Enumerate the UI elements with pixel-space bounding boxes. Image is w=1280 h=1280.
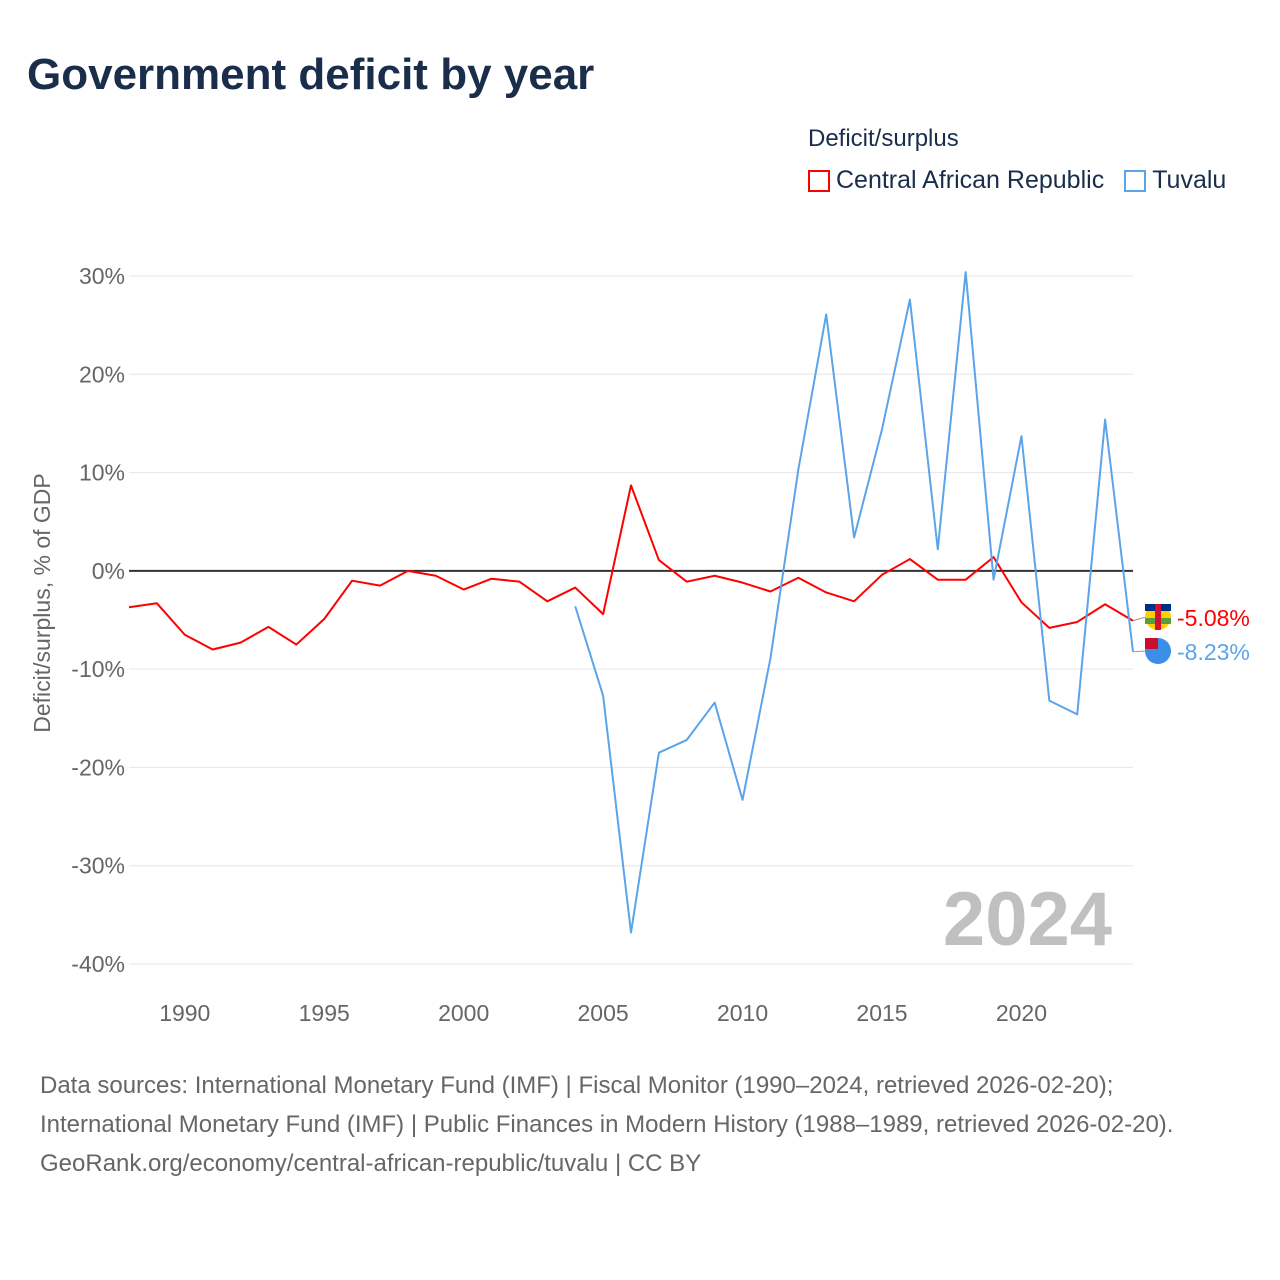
year-annotation: 2024 [943,877,1112,962]
end-value-label: -8.23% [1177,639,1250,665]
flag-canton [1145,638,1158,649]
legend: Central African Republic Tuvalu [808,166,1226,195]
data-sources: Data sources: International Monetary Fun… [40,1072,1174,1138]
footer: Data sources: International Monetary Fun… [40,1066,1240,1183]
y-tick-label: 20% [79,361,125,387]
x-tick-label: 2020 [996,1000,1047,1026]
end-value-label: -5.08% [1177,605,1250,631]
series-line-0 [128,484,1134,651]
y-tick-label: -20% [71,754,125,780]
legend-swatch-tuvalu [1124,169,1147,192]
y-tick-label: 0% [92,558,125,584]
end-label-connector [1132,650,1147,653]
chart-title: Government deficit by year [27,50,595,99]
legend-title: Deficit/surplus [808,125,959,152]
end-label-connector [1132,616,1147,622]
x-tick-label: 2005 [578,1000,629,1026]
flag-stripe [1155,604,1161,630]
x-tick-label: 2010 [717,1000,768,1026]
y-tick-label: 10% [79,460,125,486]
series-line-1 [574,271,1134,934]
legend-item-car[interactable]: Central African Republic [808,166,1104,195]
x-tick-label: 1995 [299,1000,350,1026]
legend-label-tuvalu: Tuvalu [1152,166,1227,194]
x-tick-label: 1990 [159,1000,210,1026]
y-axis-label: Deficit/surplus, % of GDP [29,473,55,732]
y-tick-label: 30% [79,263,125,289]
y-tick-label: -10% [71,656,125,682]
x-tick-label: 2015 [856,1000,907,1026]
legend-label-car: Central African Republic [836,166,1105,194]
x-tick-label: 2000 [438,1000,489,1026]
credit[interactable]: GeoRank.org/economy/central-african-repu… [40,1150,702,1177]
legend-item-tuvalu[interactable]: Tuvalu [1124,166,1226,195]
legend-swatch-car [808,169,830,192]
y-tick-label: -40% [71,951,125,977]
y-tick-label: -30% [71,853,125,879]
